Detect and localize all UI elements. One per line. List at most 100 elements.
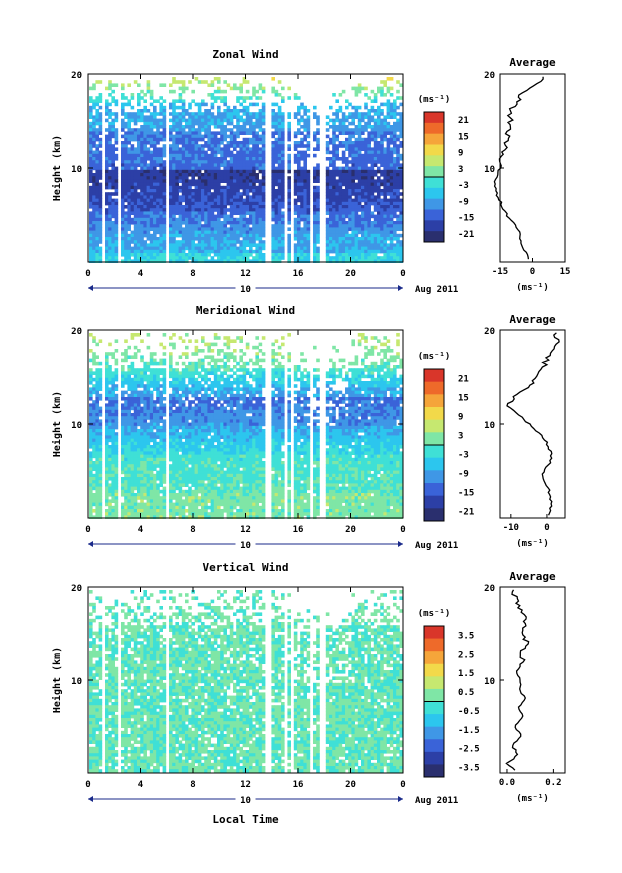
colorbar-tick-label: 1.5 — [458, 669, 474, 679]
colorbar-tick-label: -3 — [458, 451, 469, 461]
x-tick-label: 0 — [400, 269, 405, 279]
colorbar-swatch — [424, 144, 444, 156]
date-bar-arrow — [398, 285, 403, 291]
colorbar-swatch — [424, 726, 444, 740]
colorbar-tick-label: -3 — [458, 181, 469, 191]
date-bar-arrow — [88, 541, 93, 547]
colorbar-tick-label: -21 — [458, 230, 474, 240]
colorbar-tick-label: 0.5 — [458, 688, 474, 698]
colorbar-swatch — [424, 714, 444, 728]
date-label: Aug 2011 — [415, 285, 458, 295]
x-tick-label: 20 — [345, 780, 356, 790]
x-tick-label: 8 — [190, 269, 195, 279]
x-axis-title: Local Time — [212, 813, 279, 826]
colorbar-tick-label: -3.5 — [458, 764, 480, 774]
colorbar-swatch — [424, 198, 444, 210]
x-tick-label: 8 — [190, 525, 195, 535]
x-tick-label: 4 — [138, 780, 144, 790]
colorbar-swatch — [424, 369, 444, 383]
profile-line — [505, 589, 530, 771]
colorbar-tick-label: -15 — [458, 214, 474, 224]
profile-x-tick-label: -10 — [503, 523, 519, 533]
colorbar-swatch — [424, 231, 444, 243]
x-tick-label: 0 — [85, 269, 90, 279]
colorbar-tick-label: 21 — [458, 116, 469, 126]
profile-frame — [499, 586, 566, 774]
x-tick-label: 16 — [293, 780, 304, 790]
colorbar-swatch — [424, 209, 444, 221]
x-tick-label: 16 — [293, 269, 304, 279]
colorbar-unit-label: (ms⁻¹) — [418, 95, 451, 105]
colorbar: (ms⁻¹) 21 15 9 3 -3 -9 -15 -21 — [418, 352, 474, 522]
date-bar-arrow — [398, 541, 403, 547]
x-tick-label: 0 — [85, 780, 90, 790]
colorbar-swatch — [424, 407, 444, 421]
profile-x-tick-label: 0 — [544, 523, 549, 533]
x-tick-label: 8 — [190, 780, 195, 790]
colorbar-tick-label: -15 — [458, 489, 474, 499]
x-tick-label: 12 — [240, 525, 251, 535]
colorbar-swatch — [424, 495, 444, 509]
average-profile: Average 10 20 0.0 0.2 (ms⁻¹) — [484, 570, 566, 804]
colorbar-tick-label: -2.5 — [458, 745, 480, 755]
profile-line — [506, 332, 560, 516]
date-bar-arrow — [88, 285, 93, 291]
profile-y-tick-label: 20 — [484, 327, 495, 337]
profile-title: Average — [509, 570, 556, 583]
colorbar-swatch — [424, 638, 444, 652]
x-tick-label: 12 — [240, 269, 251, 279]
colorbar-tick-label: 15 — [458, 132, 469, 142]
date-label: Aug 2011 — [415, 796, 458, 806]
colorbar-tick-label: -9 — [458, 197, 469, 207]
colorbar-swatch — [424, 112, 444, 124]
x-tick-label: 20 — [345, 269, 356, 279]
colorbar-swatch — [424, 187, 444, 200]
colorbar-unit-label: (ms⁻¹) — [418, 352, 451, 362]
y-tick-label: 10 — [71, 421, 82, 431]
date-day-label: 10 — [240, 285, 251, 295]
profile-title: Average — [509, 313, 556, 326]
profile-x-tick-label: -15 — [492, 267, 508, 277]
profile-y-tick-label: 10 — [484, 677, 495, 687]
heatmap-cells — [89, 77, 403, 263]
colorbar-tick-label: -1.5 — [458, 726, 480, 736]
colorbar-swatch — [424, 739, 444, 753]
x-tick-label: 0 — [85, 525, 90, 535]
colorbar-swatch — [424, 483, 444, 497]
colorbar-swatch — [424, 122, 444, 135]
colorbar-swatch — [424, 445, 444, 459]
panel-3: Vertical Wind 0 4 8 12 16 20 0 10 20 Height (km) 10… — [51, 561, 566, 806]
colorbar-tick-label: 9 — [458, 413, 463, 423]
colorbar-swatch — [424, 419, 444, 433]
x-tick-label: 4 — [138, 525, 144, 535]
colorbar-tick-label: -9 — [458, 470, 469, 480]
colorbar: (ms⁻¹) 21 15 9 3 -3 -9 -15 -21 — [418, 95, 474, 243]
colorbar-swatch — [424, 470, 444, 484]
x-tick-label: 12 — [240, 780, 251, 790]
panel-2: Meridional Wind 0 4 8 12 16 20 0 10 20 Height (km)… — [51, 304, 566, 551]
y-tick-label: 20 — [71, 71, 82, 81]
profile-x-axis-label: (ms⁻¹) — [516, 794, 549, 804]
panel-title: Zonal Wind — [212, 48, 278, 61]
colorbar-swatch — [424, 508, 444, 522]
x-tick-label: 4 — [138, 269, 144, 279]
average-profile: Average 10 20 -15 0 15 (ms⁻¹) — [484, 56, 570, 293]
panel-1: Zonal Wind 0 4 8 12 16 20 0 10 20 Height (km) 10 Aug… — [51, 48, 570, 295]
heatmap-cells — [89, 333, 403, 519]
average-profile: Average 10 20 -10 0 (ms⁻¹) — [484, 313, 566, 549]
colorbar-tick-label: 15 — [458, 394, 469, 404]
colorbar-swatch — [424, 177, 444, 189]
profile-y-tick-label: 20 — [484, 584, 495, 594]
colorbar-tick-label: -0.5 — [458, 707, 480, 717]
date-day-backdrop — [235, 794, 256, 804]
colorbar: (ms⁻¹) 3.5 2.5 1.5 0.5 -0.5 -1.5 -2.5 -3.5 — [418, 609, 480, 778]
colorbar-swatch — [424, 751, 444, 765]
colorbar-tick-label: -21 — [458, 508, 474, 518]
profile-x-tick-label: 0.2 — [545, 778, 561, 788]
date-label: Aug 2011 — [415, 541, 458, 551]
x-tick-label: 0 — [400, 780, 405, 790]
profile-title: Average — [509, 56, 556, 69]
y-tick-label: 10 — [71, 677, 82, 687]
colorbar-swatch — [424, 133, 444, 145]
colorbar-swatch — [424, 394, 444, 408]
